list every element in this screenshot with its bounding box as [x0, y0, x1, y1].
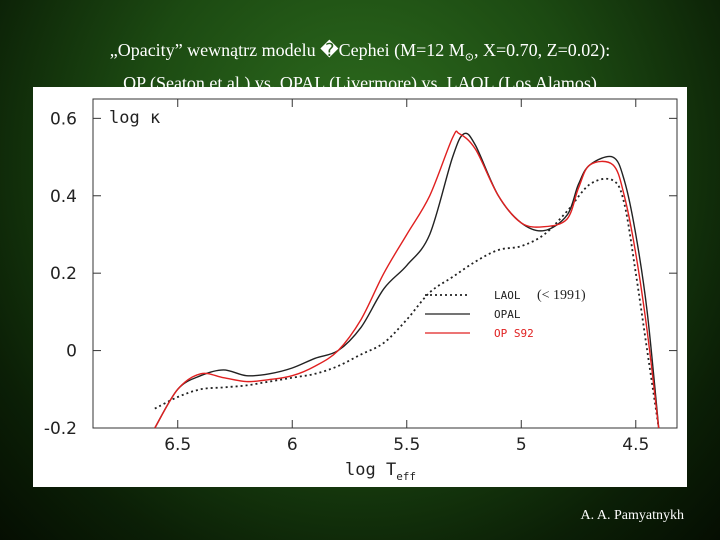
legend-label: OP S92 [494, 327, 534, 340]
series-line-opal [154, 132, 660, 429]
title-prefix: „Opacity” wewnątrz modelu [109, 40, 321, 60]
legend-label: LAOL [494, 289, 521, 302]
sun-symbol: ⊙ [464, 51, 474, 64]
x-tick-label: 4.5 [622, 435, 649, 455]
y-axis-label: log κ [109, 108, 160, 128]
x-axis-label-sub: eff [396, 470, 416, 483]
title-suffix: , X=0.70, Z=0.02): [473, 40, 611, 60]
x-tick-label: 5 [516, 435, 527, 455]
x-tick-label: 6 [287, 435, 298, 455]
x-tick-label: 5.5 [393, 435, 420, 455]
title-mid: Cephei (M=12 M [338, 40, 465, 60]
plot-background [33, 87, 687, 487]
x-tick-label: 6.5 [164, 435, 191, 455]
y-tick-label: 0.6 [50, 109, 77, 129]
legend-note: (< 1991) [537, 288, 586, 303]
legend: LAOL OPAL OP S92 (< 1991) [425, 288, 586, 340]
y-tick-label: 0.2 [50, 264, 77, 284]
series-line-op-s92 [154, 130, 660, 429]
unknown-glyph: � [320, 40, 339, 60]
x-axis-label: log Teff [345, 460, 416, 483]
series-line-laol [154, 177, 660, 429]
opacity-chart: 6.5 6 5.5 5 4.5 0.6 0.4 0.2 0 -0.2 LAOL OPAL OP S92… [33, 87, 687, 487]
y-tick-label: 0 [66, 342, 77, 362]
y-tick-label: 0.4 [50, 187, 77, 207]
series-lines [154, 130, 660, 429]
ticks: 6.5 6 5.5 5 4.5 0.6 0.4 0.2 0 -0.2 [44, 99, 677, 455]
x-axis-label-main: log T [345, 460, 396, 480]
title-line-1: „Opacity” wewnątrz modelu �Cephei (M=12 … [0, 38, 720, 71]
author-credit: A. A. Pamyatnykh [580, 508, 684, 523]
plot-frame [92, 98, 678, 429]
y-tick-label: -0.2 [44, 419, 77, 439]
legend-label: OPAL [494, 308, 521, 321]
